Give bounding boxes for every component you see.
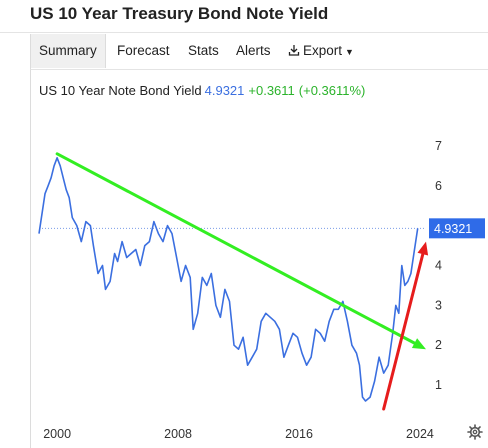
x-tick-label: 2024 <box>406 427 434 441</box>
y-tick-label: 7 <box>435 139 442 153</box>
chevron-down-icon: ▼ <box>345 47 354 57</box>
y-tick-label: 6 <box>435 179 442 193</box>
trendline-1 <box>382 252 425 411</box>
series-line <box>38 157 419 402</box>
y-tick-label: 3 <box>435 298 442 312</box>
current-value-badge-label: 4.9321 <box>434 222 472 236</box>
legend-change-percent: (+0.3611%) <box>298 83 366 98</box>
tab-forecast[interactable]: Forecast <box>117 43 170 58</box>
legend-change: +0.3611 <box>248 83 295 98</box>
trendline-0 <box>55 152 417 345</box>
page-title: US 10 Year Treasury Bond Note Yield <box>30 4 329 23</box>
x-tick-label: 2000 <box>43 427 71 441</box>
legend-series-name: US 10 Year Note Bond Yield <box>39 83 202 98</box>
x-tick-label: 2008 <box>164 427 192 441</box>
download-icon <box>288 45 300 56</box>
trendline-arrowhead-1 <box>417 241 429 256</box>
current-value-badge <box>429 218 485 239</box>
x-tick-label: 2016 <box>285 427 313 441</box>
tab-export[interactable]: Export ▼ <box>288 34 354 68</box>
tab-export-label: Export <box>303 43 343 58</box>
gear-icon[interactable] <box>467 424 483 440</box>
tab-summary[interactable]: Summary <box>31 34 106 68</box>
y-tick-label: 2 <box>435 338 442 352</box>
chart-container: 123456720002008201620244.9321 <box>30 70 488 448</box>
tab-alerts[interactable]: Alerts <box>236 43 271 58</box>
tab-bar: Summary Forecast Stats Alerts Export ▼ <box>30 34 488 70</box>
y-tick-label: 1 <box>435 378 442 392</box>
legend-price: 4.9321 <box>204 83 245 98</box>
title-divider <box>0 32 488 33</box>
y-tick-label: 4 <box>435 258 442 272</box>
chart-legend: US 10 Year Note Bond Yield 4.9321 +0.3611(… <box>39 83 365 98</box>
tab-stats[interactable]: Stats <box>188 43 219 58</box>
price-chart[interactable]: 123456720002008201620244.9321 <box>31 70 488 448</box>
trendline-arrowhead-0 <box>411 338 426 350</box>
